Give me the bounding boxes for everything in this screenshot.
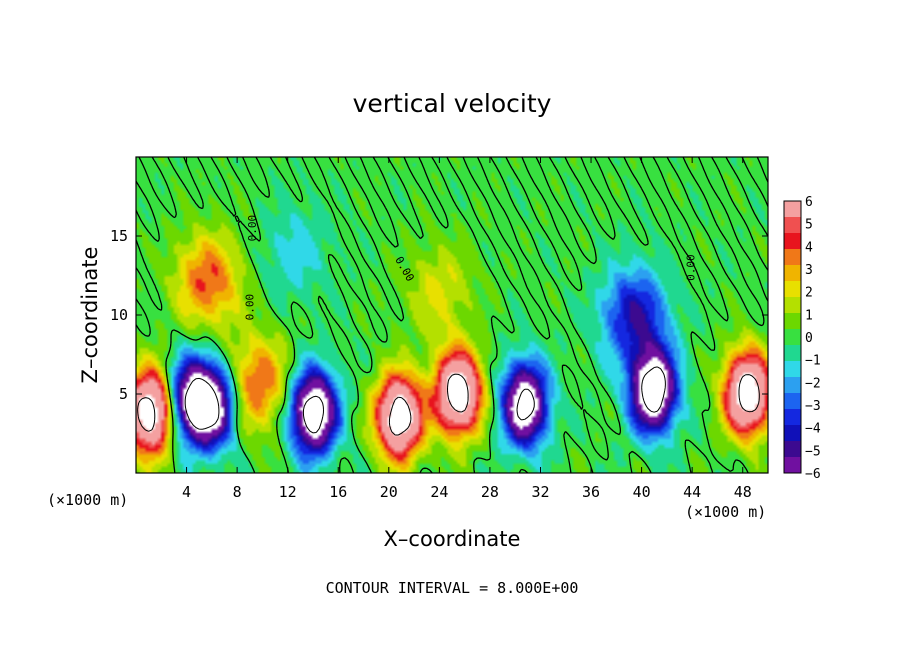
plot-area: 0.000.000.00 0.00 4 8 12 16 20 24 28 32 36 40 44 48 … (110, 156, 769, 501)
y-axis-label: Z–coordinate (78, 247, 102, 384)
colorbar-tick-label: 0 (805, 331, 813, 346)
colorbar-tick-label: −4 (805, 422, 821, 437)
chart-title: vertical velocity (353, 89, 552, 118)
x-tick-label: 48 (734, 483, 752, 501)
contour-interval-note: CONTOUR INTERVAL = 8.000E+00 (326, 579, 579, 597)
colorbar-tick-label: −5 (805, 444, 821, 459)
contour-negative (184, 366, 666, 434)
colorbar-tick-label: 2 (805, 286, 813, 301)
colorbar-swatch (784, 425, 801, 442)
colorbar-swatch (784, 441, 801, 458)
x-tick-label: 28 (481, 483, 499, 501)
x-tick-label: 12 (279, 483, 297, 501)
x-tick-label: 16 (329, 483, 347, 501)
x-tick-label: 4 (182, 483, 191, 501)
colorbar-swatch (784, 249, 801, 266)
colorbar-tick-label: 3 (805, 263, 813, 278)
colorbar-swatch (784, 233, 801, 250)
contour-zero (135, 156, 769, 474)
colorbar-tick-label: 6 (805, 195, 813, 210)
x-tick-label: 24 (430, 483, 448, 501)
colorbar-swatch (784, 313, 801, 330)
colorbar-frame (783, 200, 802, 474)
y-tick-label: 10 (110, 306, 128, 324)
colorbar-tick-label: −2 (805, 376, 821, 391)
x-tick-label: 8 (233, 483, 242, 501)
x-tick-label: 36 (582, 483, 600, 501)
x-axis-label: X–coordinate (384, 527, 521, 551)
contour-label: 0.00 (685, 254, 698, 281)
zero-contour-lines (135, 156, 769, 474)
colorbar-swatch (784, 409, 801, 426)
y-axis-ticks: 5 10 15 (110, 227, 768, 403)
colorbar-tick-label: −6 (805, 467, 821, 482)
x-tick-label: 44 (683, 483, 701, 501)
colorbar-swatch (784, 217, 801, 234)
y-unit-label: (×1000 m) (47, 491, 128, 509)
x-tick-label: 20 (380, 483, 398, 501)
colorbar-swatch (784, 297, 801, 314)
colorbar: 6 5 4 3 2 1 0 −1 −2 −3 −4 −5 −6 (783, 195, 821, 482)
y-tick-label: 5 (119, 385, 128, 403)
colorbar-swatch (784, 345, 801, 362)
colorbar-swatch (784, 329, 801, 346)
x-tick-label: 32 (531, 483, 549, 501)
colorbar-swatch (784, 377, 801, 394)
colorbar-swatch (784, 265, 801, 282)
colorbar-tick-label: 1 (805, 308, 813, 323)
colorbar-swatch (784, 281, 801, 298)
colorbar-tick-label: −3 (805, 399, 821, 414)
contour-label: 0.00 (246, 215, 259, 242)
colorbar-tick-label: −1 (805, 354, 821, 369)
colorbar-swatch (784, 201, 801, 218)
contour-label: 0.00 (244, 294, 257, 321)
colorbar-swatch (784, 361, 801, 378)
velocity-heatmap (136, 157, 768, 473)
colorbar-swatch (784, 457, 801, 474)
colorbar-tick-label: 5 (805, 218, 813, 233)
x-unit-label: (×1000 m) (685, 503, 766, 521)
colorbar-swatch (784, 393, 801, 410)
x-axis-ticks: 4 8 12 16 20 24 28 32 36 40 44 48 (182, 157, 752, 501)
x-tick-label: 40 (633, 483, 651, 501)
contour-positive (137, 373, 760, 436)
y-tick-label: 15 (110, 227, 128, 245)
colorbar-tick-label: 4 (805, 240, 813, 255)
